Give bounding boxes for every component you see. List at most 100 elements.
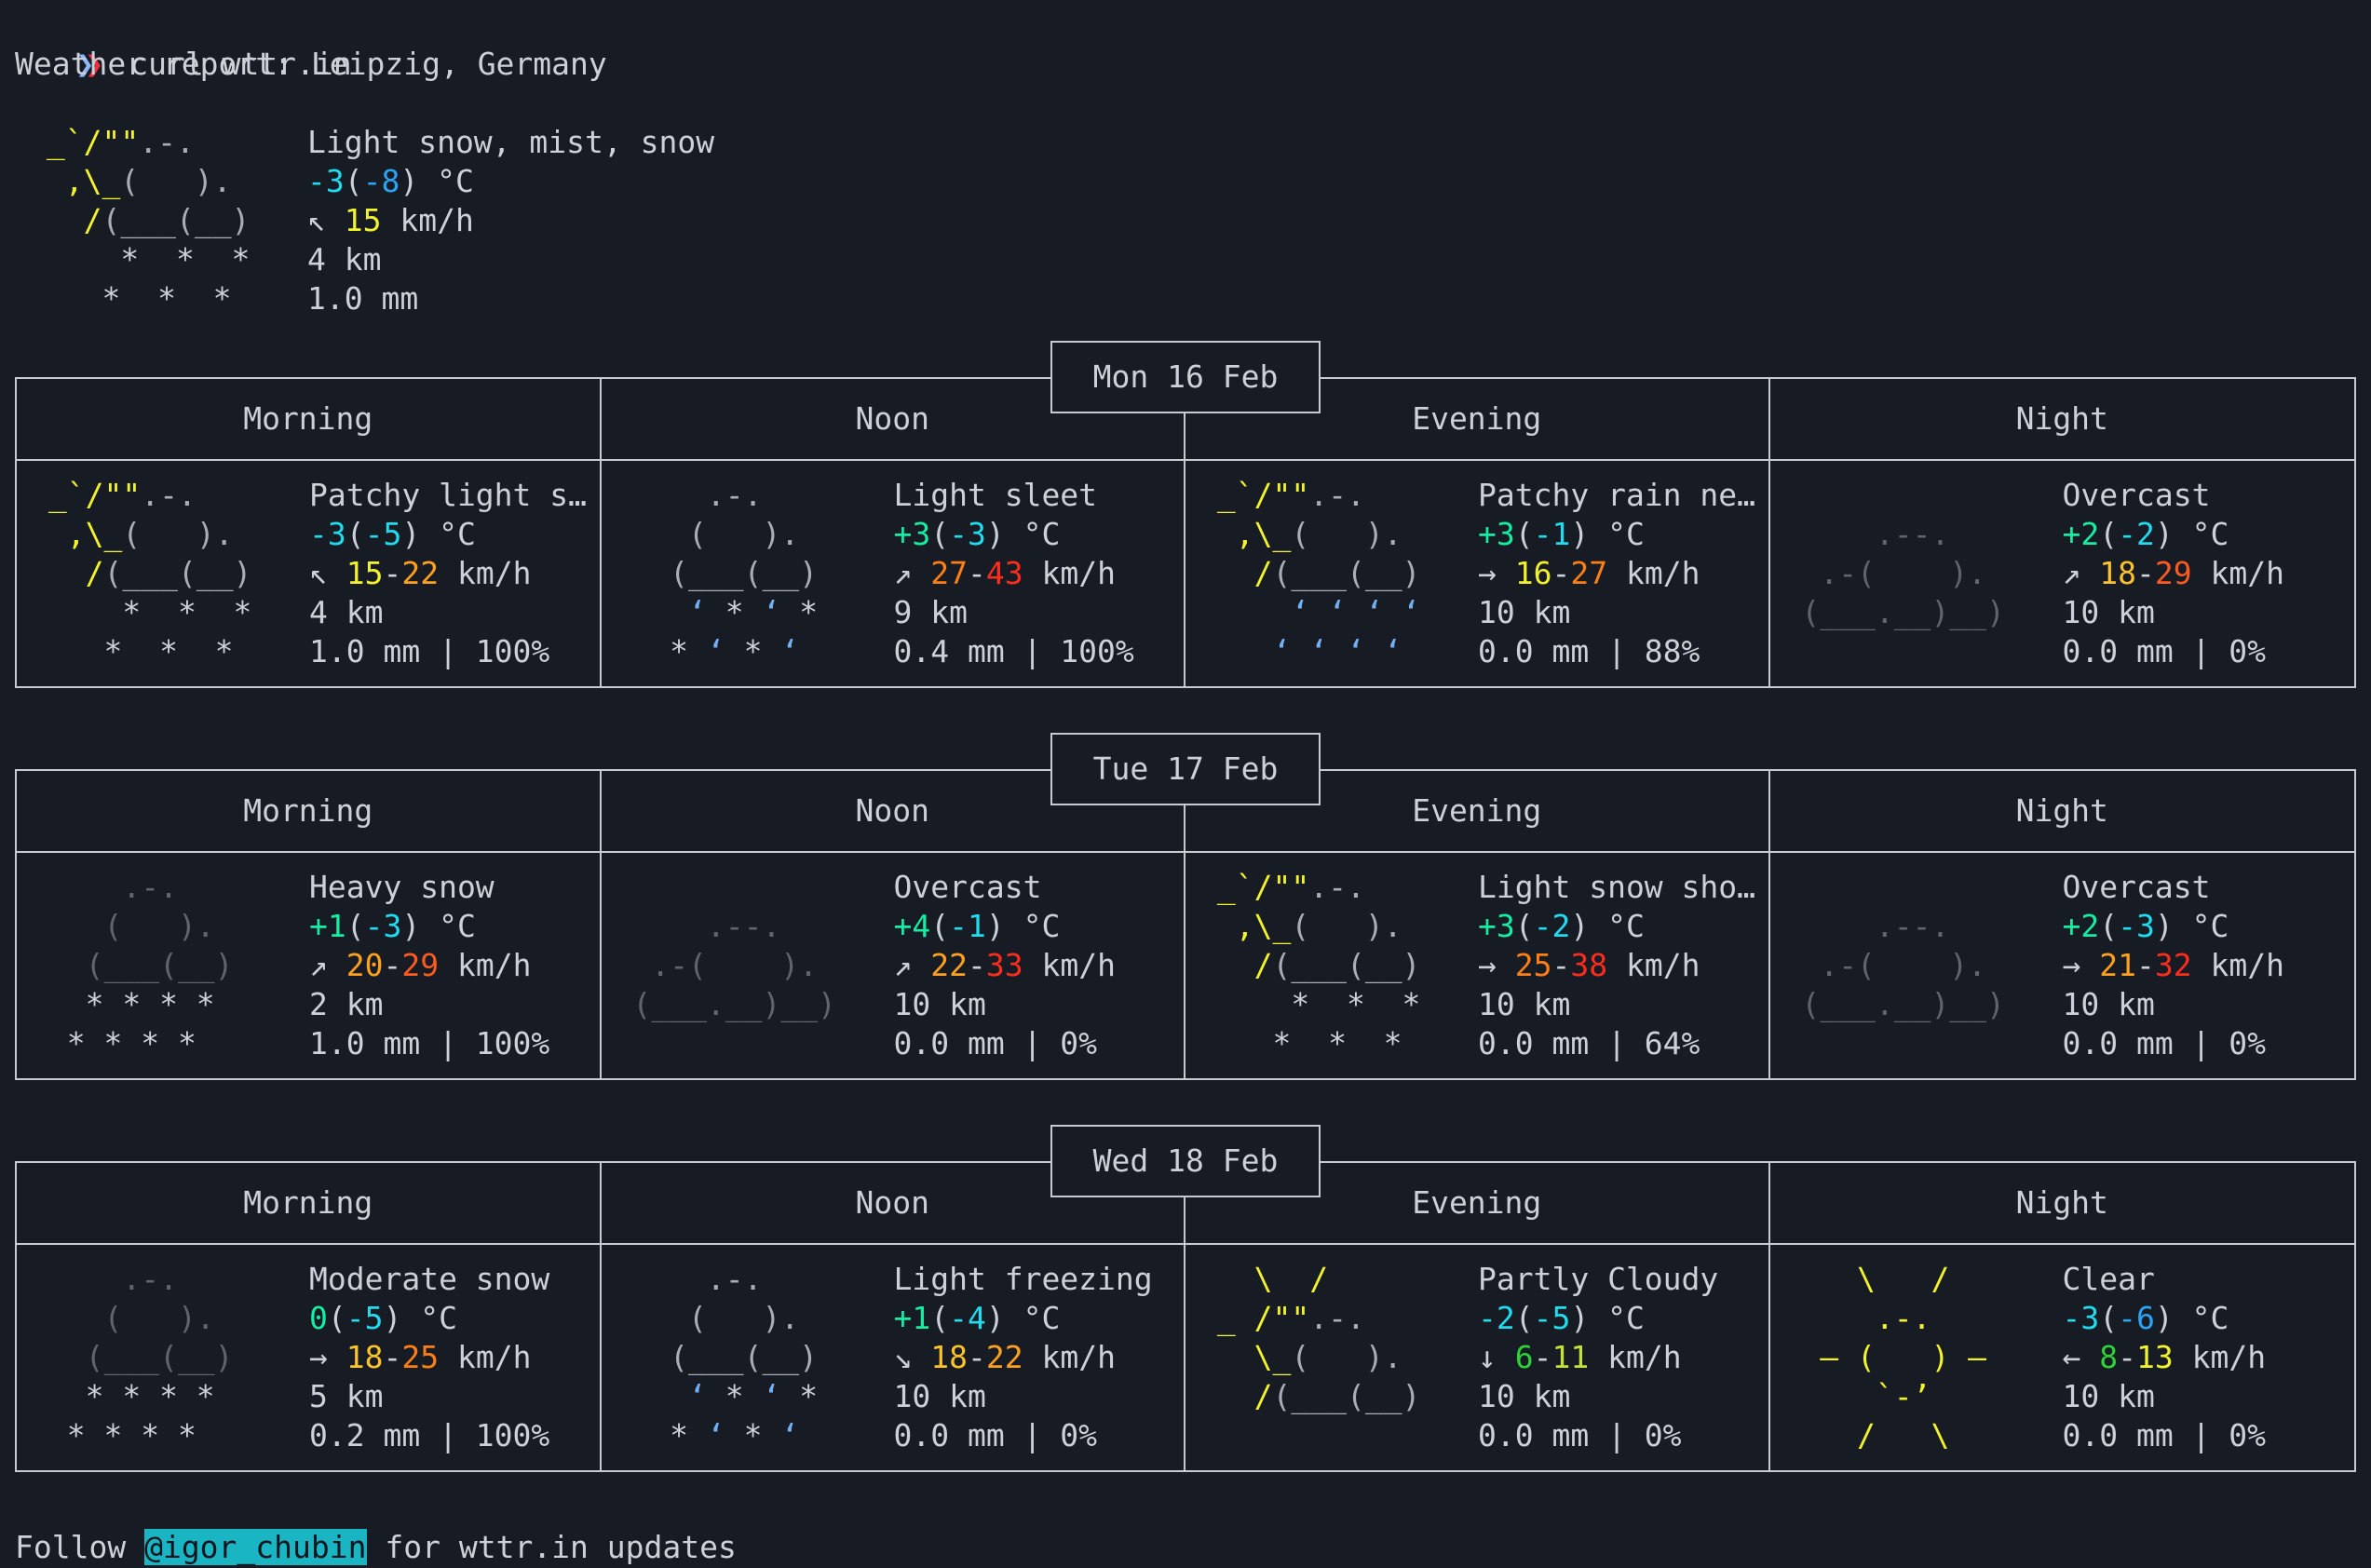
day-table-cells: _`/"".-. ,\_( ). /(___(__) * * * * * * P… [17,461,2354,686]
text-segment: Moderate snow [309,1261,550,1297]
weather-details: Light snow sho… +3(-2) °C → 25-38 km/h 10 k… [1478,868,1765,1063]
weather-icon-clear: \ / .-. – ( ) – `-’ / \ [1783,1260,2063,1455]
prompt-chevron-blue-icon: ❯ [75,46,95,82]
icon-line: \_( ). [1199,1338,1478,1377]
icon-line: ( ). [30,1299,309,1338]
icon-line: ‘ ‘ ‘ ‘ [1199,632,1478,671]
text-segment: 15 [344,202,382,238]
footer-line: Follow @igor_chubin for wttr.in updates [15,1528,2356,1567]
text-segment: → [309,1339,346,1375]
text-segment: .--. [1782,908,1950,944]
icon-line: * ‘ * ‘ [615,1416,894,1455]
text-line: ↗ 27-43 km/h [894,554,1181,593]
text-segment: - [968,1339,986,1375]
icon-line: /(___(__) [1199,554,1478,593]
icon-line: * * * * [30,1377,309,1416]
icon-line: _`/"".-. [30,476,309,515]
text-segment: ( ). [1291,908,1402,944]
text-segment: Heavy snow [309,869,495,905]
icon-line: * ‘ * ‘ [615,632,894,671]
text-segment: 10 km [893,1378,986,1414]
text-segment: 4 km [309,594,384,630]
weather-icon-sun-snow: _`/"".-. ,\_( ). /(___(__) * * * * * * [1199,868,1478,1063]
text-segment: ↗ [2062,555,2100,591]
text-segment: ) °C [383,1300,457,1336]
text-segment [30,477,48,513]
text-line: +1(-3) °C [309,907,596,946]
text-line: 10 km [1478,593,1765,632]
text-segment: ( ). [30,1300,215,1336]
forecast-cell-tue-17-feb-morning: .-. ( ). (___(__) * * * * * * * * Heavy s… [17,853,602,1078]
text-line: 0.0 mm | 0% [894,1024,1181,1063]
icon-line [615,868,894,907]
day-date-box: Mon 16 Feb [1050,341,1321,413]
text-segment: +1 [893,1300,931,1336]
text-line: ← 8-13 km/h [2063,1338,2351,1377]
text-segment: km/h [2191,555,2284,591]
forecast-cell-wed-18-feb-evening: \ / _ /"".-. \_( ). /(___(__) Partly Clo… [1186,1245,1770,1470]
column-header-night: Night [2015,792,2108,829]
day-table-cells: .-. ( ). (___(__) * * * * * * * * Moderat… [17,1245,2354,1470]
text-segment: +3 [893,516,931,552]
text-segment: ( [344,163,363,199]
text-segment: (___(__) [1272,555,1421,591]
text-segment: Overcast [893,869,1042,905]
text-segment: 18 [345,1339,384,1375]
text-segment: 8 [2099,1339,2119,1375]
icon-line: * * * [28,240,307,279]
text-segment: 10 km [2062,1378,2155,1414]
text-segment: 38 [1570,947,1608,983]
text-line: Light snow, mist, snow [307,123,714,162]
text-segment: km/h [1023,1339,1116,1375]
text-segment: - [968,947,986,983]
text-line: 0.2 mm | 100% [309,1416,596,1455]
text-segment: km/h [1607,947,1700,983]
icon-line: /(___(__) [28,201,307,240]
text-segment: km/h [439,555,532,591]
text-line: 0(-5) °C [309,1299,596,1338]
day-date-box: Tue 17 Feb [1050,733,1321,805]
text-segment: +3 [1478,908,1515,944]
text-segment: 1.0 mm [307,280,419,317]
text-segment [1199,516,1236,552]
text-line: 10 km [2063,593,2351,632]
text-segment: ‘ [762,594,781,630]
text-segment: 0.0 mm | 0% [893,1417,1098,1453]
text-segment: * [725,1417,781,1453]
icon-line: ,\_( ). [28,162,307,201]
text-segment [1199,1339,1254,1375]
text-segment: 22 [401,555,440,591]
text-segment [1199,1300,1217,1336]
text-segment: -3 [307,163,345,199]
text-line: ↘ 18-22 km/h [894,1338,1181,1377]
text-segment: - [968,555,986,591]
text-segment: -5 [364,516,402,552]
text-segment: \ / [1199,1261,1329,1297]
text-segment [1199,869,1217,905]
forecast-cell-tue-17-feb-night: .--. .-( ). (___.__)__) Overcast +2(-3) °… [1770,853,2355,1078]
text-segment: km/h [1023,947,1116,983]
text-segment: +2 [2062,516,2100,552]
text-line: +4(-1) °C [894,907,1181,946]
text-segment [1783,477,1802,513]
day-table-header: Morning Noon Evening Night [17,771,2354,853]
text-segment: * [706,1378,763,1414]
icon-line [1783,868,2063,907]
text-segment: ,\_ [64,163,121,199]
text-segment: 0.0 mm | 88% [1478,633,1700,669]
icon-line: _ /"".-. [1199,1299,1478,1338]
text-segment: - [2136,555,2155,591]
icon-line: (___(__) [615,1338,894,1377]
text-segment: 10 km [2062,594,2155,630]
twitter-handle[interactable]: @igor_chubin [144,1529,367,1565]
text-segment: * * * [28,241,251,277]
text-segment: * * * [30,633,252,669]
text-segment: ↖ [307,202,345,238]
text-segment: - [1533,1339,1552,1375]
text-segment: ‘ [780,1417,800,1453]
icon-line: `-’ [1783,1377,2063,1416]
icon-line: – ( ) – [1783,1338,2063,1377]
text-segment: Partly Cloudy [1478,1261,1719,1297]
text-segment: ) °C [1570,1300,1645,1336]
icon-line [615,1024,894,1063]
